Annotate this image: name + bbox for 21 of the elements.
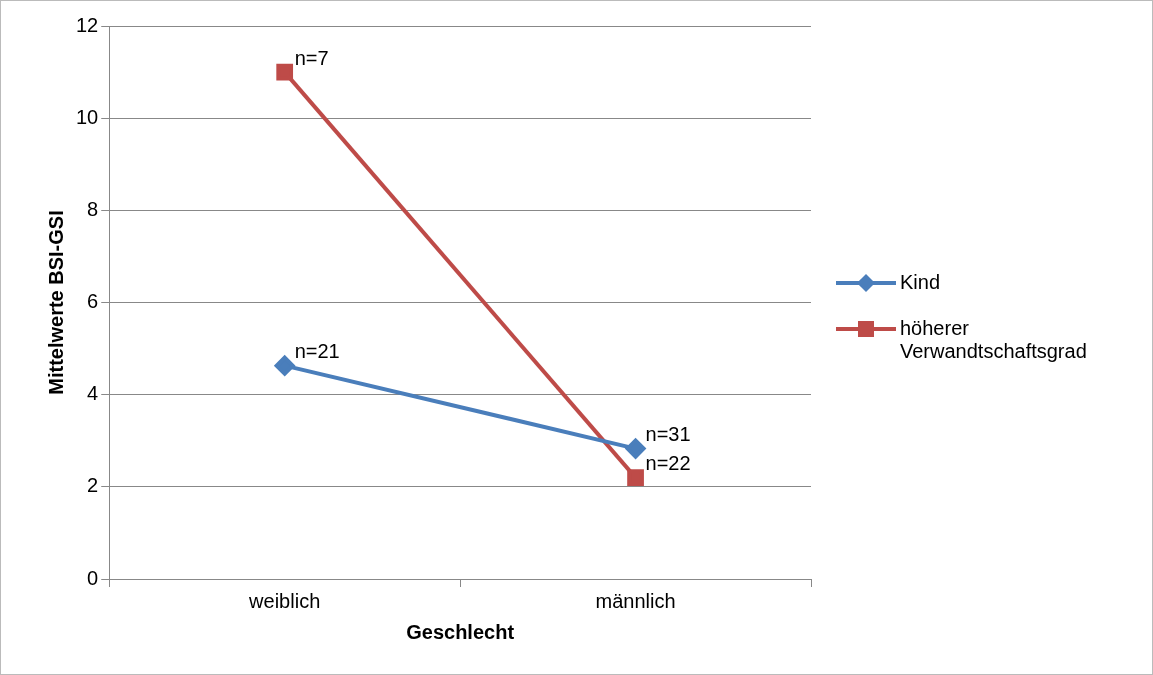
legend-label: Kind — [900, 271, 941, 294]
y-tick-label: 6 — [87, 290, 99, 313]
y-tick-label: 2 — [87, 474, 99, 497]
annotation: n=22 — [645, 452, 691, 475]
y-tick-label: 12 — [76, 13, 99, 36]
y-tick-label: 8 — [87, 197, 99, 220]
point — [276, 63, 294, 81]
x-axis-title: Geschlecht — [406, 620, 515, 643]
legend-label: höherer Verwandtschaftsgrad — [900, 317, 1088, 363]
annotation: n=21 — [294, 340, 340, 363]
y-tick-label: 0 — [87, 566, 99, 589]
point — [274, 355, 295, 376]
point — [627, 469, 644, 486]
point — [625, 438, 646, 459]
x-tick-label: weiblich — [248, 589, 321, 612]
y-tick-label: 10 — [76, 105, 99, 128]
annotation: n=31 — [645, 423, 691, 446]
x-tick-label: männlich — [595, 589, 676, 612]
y-axis-title: Mittelwerte BSI-GSI — [44, 210, 67, 395]
y-tick-label: 4 — [87, 382, 99, 405]
annotation: n=7 — [294, 46, 329, 69]
